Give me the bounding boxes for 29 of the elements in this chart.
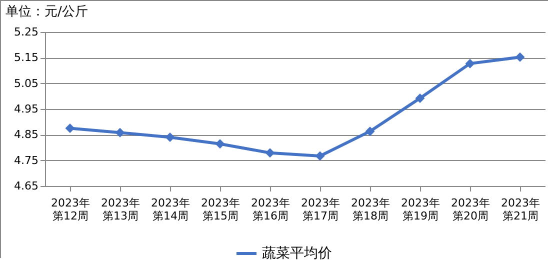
point <box>165 132 175 142</box>
point <box>415 93 425 103</box>
y-tick-label: 4.85 <box>14 128 38 142</box>
point <box>515 52 525 62</box>
x-tick-label: 2023年第17周 <box>301 196 340 222</box>
x-tick-label: 2023年第12周 <box>51 196 90 222</box>
x-tick-label: 2023年第21周 <box>501 196 540 222</box>
y-tick-label: 5.05 <box>14 76 38 90</box>
legend-label: 蔬菜平均价 <box>262 246 332 260</box>
x-tick-label: 2023年第19周 <box>401 196 440 222</box>
point <box>65 124 75 133</box>
x-tick-label: 2023年第20周 <box>451 196 490 222</box>
x-tick-label: 2023年第13周 <box>101 196 140 222</box>
point <box>315 151 325 161</box>
x-tick-label: 2023年第14周 <box>151 196 190 222</box>
y-tick-label: 4.95 <box>14 102 38 116</box>
y-tick-label: 4.75 <box>14 154 38 167</box>
y-tick-label: 5.25 <box>14 26 38 38</box>
y-tick-label: 5.15 <box>14 51 38 64</box>
point <box>215 139 225 149</box>
x-tick-label: 2023年第15周 <box>201 196 240 222</box>
y-tick-label: 4.65 <box>14 180 38 192</box>
y-axis-title: 单位：元/公斤 <box>6 4 88 20</box>
x-tick-label: 2023年第16周 <box>251 196 290 222</box>
point <box>115 128 125 138</box>
point <box>465 58 475 68</box>
x-tick-label: 2023年第18周 <box>351 196 390 222</box>
point <box>265 148 275 158</box>
point <box>365 126 375 136</box>
